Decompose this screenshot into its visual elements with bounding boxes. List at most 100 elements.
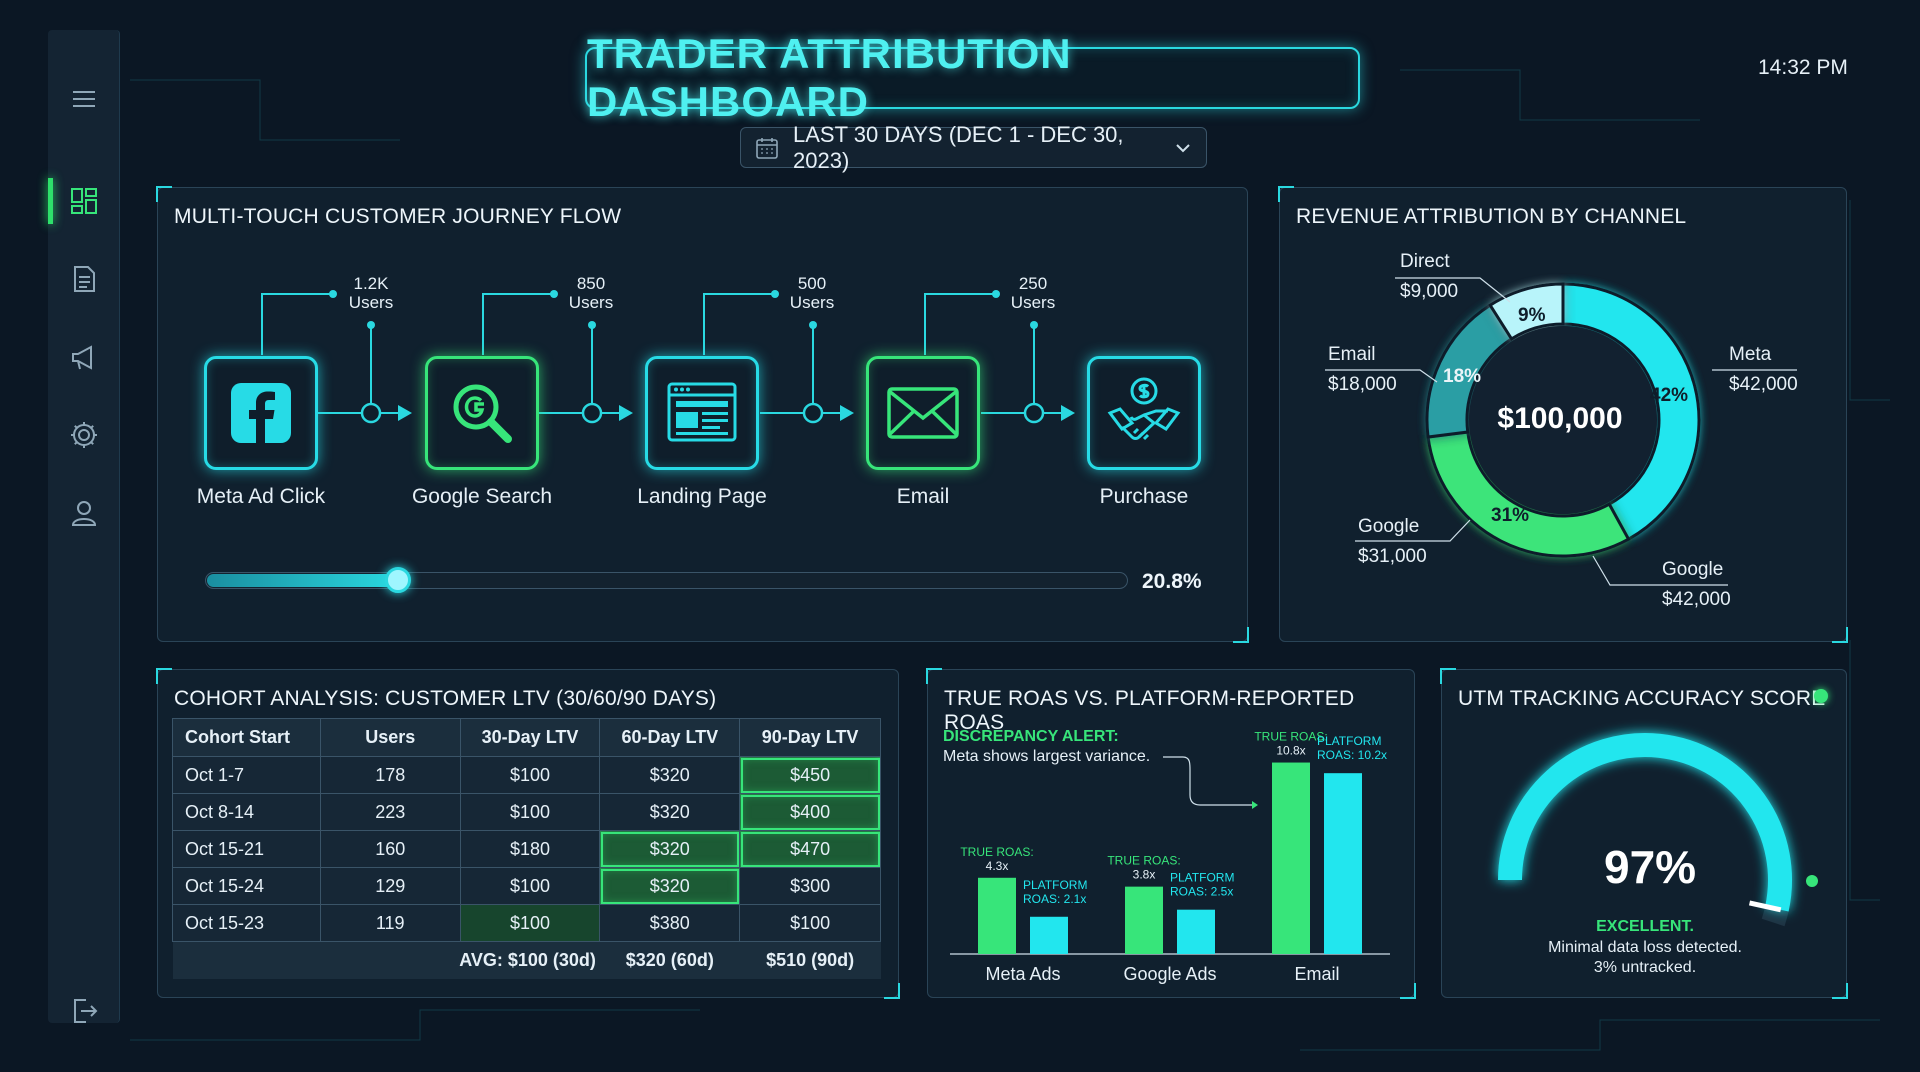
alert-pointer-line (1163, 756, 1252, 806)
value-platform-1: ROAS: 2.5x (1170, 885, 1233, 899)
menu-icon (73, 91, 95, 107)
bar-true-1[interactable] (1125, 886, 1163, 954)
facebook-icon (231, 383, 291, 443)
date-range-picker[interactable]: LAST 30 DAYS (DEC 1 - DEC 30, 2023) (740, 122, 1207, 173)
sidebar-item-account[interactable] (48, 488, 120, 538)
label-true-0: TRUE ROAS: (960, 845, 1033, 859)
cell: $100 (739, 904, 881, 942)
cell: $100 (459, 793, 601, 831)
bar-true-0[interactable] (978, 877, 1016, 954)
cell: $100 (459, 756, 601, 794)
avg-90d: $510 (90d) (739, 941, 881, 979)
value-true-1: 3.8x (1133, 868, 1156, 882)
conversion-rate: 20.8% (1142, 570, 1202, 593)
avg-60d: $320 (60d) (599, 941, 740, 979)
step-label-2: Google Search (411, 485, 553, 508)
users-count-4: 250 Users (1010, 274, 1056, 312)
label-google-left: Google $31,000 (1358, 516, 1427, 567)
table-row[interactable]: Oct 15-23 119 $100 $380 $100 (172, 904, 881, 942)
col-users[interactable]: Users (319, 718, 461, 757)
journey-step-landing-page[interactable] (645, 356, 759, 470)
table-average-row: AVG: $100 (30d) $320 (60d) $510 (90d) (172, 941, 881, 979)
sidebar-item-campaigns[interactable] (48, 332, 120, 382)
bar-platform-2[interactable] (1324, 773, 1362, 954)
bar-platform-0[interactable] (1030, 916, 1068, 954)
table-row[interactable]: Oct 8-14 223 $100 $320 $400 (172, 793, 881, 831)
journey-step-purchase[interactable] (1087, 356, 1201, 470)
avg-spacer (172, 941, 321, 979)
label-google-right: Google $42,000 (1662, 559, 1731, 610)
value-platform-0: ROAS: 2.1x (1023, 892, 1086, 906)
sidebar-item-reports[interactable] (48, 254, 120, 304)
sidebar-item-settings[interactable] (48, 410, 120, 460)
calendar-icon (756, 137, 778, 159)
alert-text: Meta shows largest variance. (943, 748, 1151, 765)
cell: 223 (319, 793, 461, 831)
cell: Oct 15-24 (172, 867, 321, 905)
donut-slice-direct[interactable] (1488, 282, 1565, 342)
value-platform-2: ROAS: 10.2x (1317, 748, 1387, 762)
donut-center-total: $100,000 (1497, 402, 1623, 435)
step-label-1: Meta Ad Click (196, 485, 326, 508)
label-true-2: TRUE ROAS: (1254, 730, 1327, 744)
donut-hole (1469, 326, 1657, 514)
utm-score: 97% (1604, 841, 1697, 893)
value-true-0: 4.3x (986, 859, 1009, 873)
menu-button[interactable] (48, 74, 120, 124)
gear-icon (71, 422, 97, 448)
sidebar-item-dashboard[interactable] (48, 176, 120, 226)
bar-platform-1[interactable] (1177, 909, 1215, 954)
utm-title: UTM TRACKING ACCURACY SCORE (1458, 687, 1826, 710)
logout-button[interactable] (48, 986, 120, 1036)
alert-pointer-arrow (1252, 801, 1258, 809)
label-platform-1: PLATFORM (1170, 871, 1234, 885)
table-row[interactable]: Oct 15-21 160 $180 $320 $470 (172, 830, 881, 868)
step-label-4: Email (896, 485, 950, 508)
megaphone-icon (72, 345, 92, 370)
table-row[interactable]: Oct 1-7 178 $100 $320 $450 (172, 756, 881, 794)
clock: 14:32 PM (1758, 56, 1848, 79)
progress-handle[interactable] (384, 567, 411, 593)
roas-category-email: Email (1294, 964, 1340, 984)
gauge-status-dot (1806, 875, 1818, 887)
cohort-title: COHORT ANALYSIS: CUSTOMER LTV (30/60/90 … (174, 687, 717, 710)
value-true-2: 10.8x (1276, 744, 1305, 758)
step-label-5: Purchase (1099, 485, 1189, 508)
table-row[interactable]: Oct 15-24 129 $100 $320 $300 (172, 867, 881, 905)
journey-step-email[interactable] (866, 356, 980, 470)
cell: $320 (599, 756, 741, 794)
roas-category-meta: Meta Ads (985, 964, 1061, 984)
gauge-needle (1748, 900, 1782, 913)
pct-email: 18% (1443, 366, 1482, 387)
col-90-day[interactable]: 90-Day LTV (739, 718, 881, 757)
label-platform-2: PLATFORM (1317, 734, 1381, 748)
avg-30d: AVG: $100 (30d) (320, 941, 600, 979)
cell: $380 (599, 904, 741, 942)
dashboard-icon (71, 188, 97, 214)
col-60-day[interactable]: 60-Day LTV (599, 718, 741, 757)
cell-highlight: $400 (739, 793, 881, 831)
document-icon (74, 266, 95, 292)
conversion-progress-bar[interactable] (205, 567, 1128, 593)
envelope-icon (887, 387, 959, 439)
col-cohort-start[interactable]: Cohort Start (172, 718, 321, 757)
col-30-day[interactable]: 30-Day LTV (459, 718, 601, 757)
donut-slice-google[interactable] (1426, 430, 1631, 558)
users-count-3: 500 Users (789, 274, 835, 312)
step-label-3: Landing Page (637, 485, 767, 508)
cell-highlight: $100 (459, 904, 601, 942)
donut-slice-meta[interactable] (1561, 282, 1701, 542)
pct-google: 31% (1491, 505, 1530, 526)
handshake-icon (1107, 377, 1181, 441)
roas-title: TRUE ROAS VS. PLATFORM-REPORTED ROAS (944, 687, 1355, 734)
table-header-row: Cohort Start Users 30-Day LTV 60-Day LTV… (172, 718, 881, 757)
label-platform-0: PLATFORM (1023, 878, 1087, 892)
users-count-1: 1.2K Users (348, 274, 394, 312)
user-icon (71, 501, 97, 526)
journey-step-meta-ad-click[interactable] (204, 356, 318, 470)
cohort-table: Cohort Start Users 30-Day LTV 60-Day LTV… (172, 718, 881, 979)
bar-true-2[interactable] (1272, 762, 1310, 954)
label-email: Email $18,000 (1328, 344, 1397, 395)
journey-step-google-search[interactable] (425, 356, 539, 470)
